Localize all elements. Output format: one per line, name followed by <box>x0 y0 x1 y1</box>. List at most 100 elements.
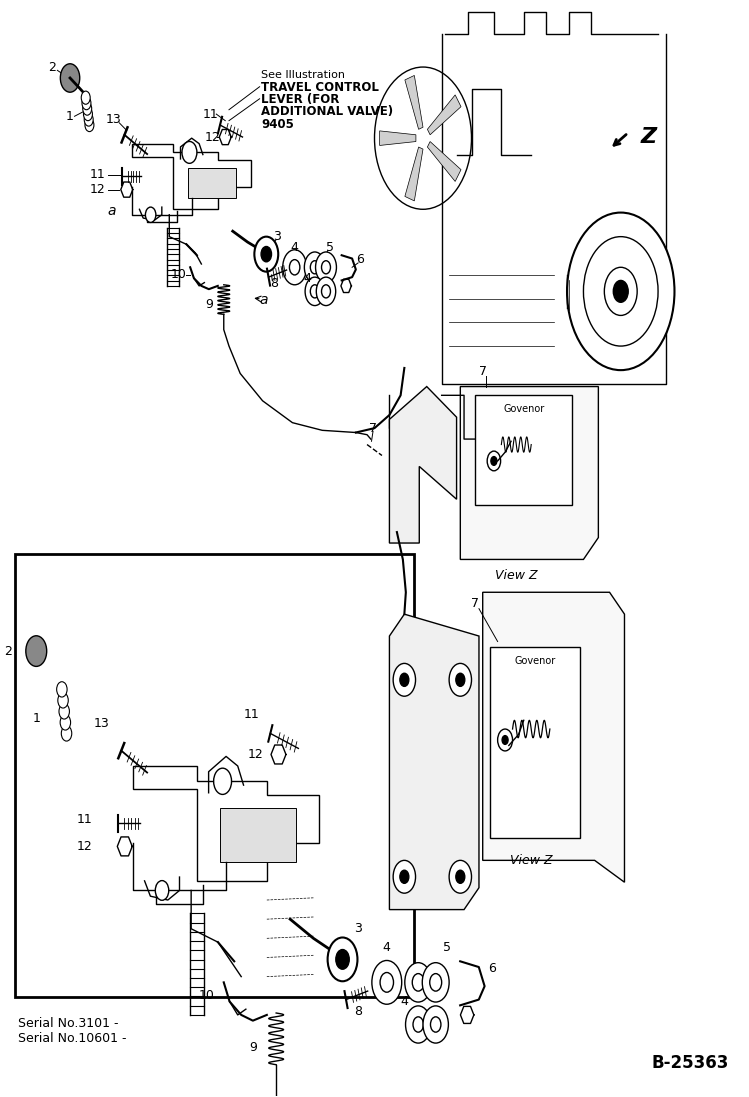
Circle shape <box>400 674 409 687</box>
Circle shape <box>59 704 70 719</box>
Text: 2: 2 <box>48 60 56 73</box>
Circle shape <box>60 715 70 731</box>
Circle shape <box>613 281 628 303</box>
Text: 11: 11 <box>244 708 260 721</box>
Circle shape <box>61 64 79 92</box>
Text: 6: 6 <box>488 962 496 975</box>
Text: 12: 12 <box>76 840 92 852</box>
Polygon shape <box>380 131 416 146</box>
Circle shape <box>449 664 472 697</box>
Text: 4: 4 <box>400 995 408 1008</box>
Text: 11: 11 <box>76 813 92 826</box>
Text: 9: 9 <box>205 298 213 310</box>
Circle shape <box>213 768 231 794</box>
Text: Serial No.3101 -: Serial No.3101 - <box>18 1017 118 1030</box>
Text: 12: 12 <box>247 748 263 761</box>
Polygon shape <box>389 614 479 909</box>
Text: Serial No.10601 -: Serial No.10601 - <box>18 1032 127 1045</box>
Bar <box>490 647 580 838</box>
Circle shape <box>567 213 675 370</box>
Circle shape <box>456 870 465 883</box>
Text: 9405: 9405 <box>261 117 294 131</box>
Text: a: a <box>260 293 268 307</box>
Circle shape <box>145 207 156 223</box>
Circle shape <box>83 108 92 121</box>
Text: 7: 7 <box>479 364 488 377</box>
Circle shape <box>316 278 336 306</box>
Circle shape <box>155 881 169 901</box>
Polygon shape <box>461 386 598 559</box>
Text: 1: 1 <box>32 712 40 725</box>
Text: 7: 7 <box>369 421 377 434</box>
Text: 6: 6 <box>356 253 363 267</box>
Polygon shape <box>132 144 252 210</box>
Circle shape <box>491 456 497 465</box>
Circle shape <box>304 252 325 283</box>
Circle shape <box>255 237 278 272</box>
Polygon shape <box>405 147 423 201</box>
Circle shape <box>310 285 319 298</box>
Circle shape <box>289 260 300 275</box>
Text: 13: 13 <box>106 113 121 126</box>
Bar <box>188 168 237 199</box>
Text: 12: 12 <box>204 131 220 144</box>
Polygon shape <box>389 386 457 543</box>
Circle shape <box>413 1017 423 1032</box>
Circle shape <box>82 102 91 115</box>
Text: 11: 11 <box>90 168 106 181</box>
Text: TRAVEL CONTROL: TRAVEL CONTROL <box>261 81 379 94</box>
Text: 4: 4 <box>303 272 312 285</box>
Text: a: a <box>108 204 116 218</box>
Circle shape <box>310 261 319 274</box>
Text: 10: 10 <box>198 989 214 1003</box>
Bar <box>220 808 296 862</box>
Text: 10: 10 <box>171 269 187 282</box>
Text: 13: 13 <box>94 717 109 731</box>
Text: 5: 5 <box>326 241 334 255</box>
Text: View Z: View Z <box>495 569 538 583</box>
Text: 3: 3 <box>273 230 282 244</box>
Circle shape <box>61 726 72 742</box>
Circle shape <box>81 91 90 104</box>
Text: 4: 4 <box>291 241 299 255</box>
Circle shape <box>449 860 472 893</box>
Circle shape <box>84 113 93 126</box>
Circle shape <box>82 97 91 110</box>
Text: See Illustration: See Illustration <box>261 70 345 80</box>
Circle shape <box>423 1006 449 1043</box>
Circle shape <box>412 974 424 991</box>
Text: 3: 3 <box>354 923 362 936</box>
Bar <box>475 395 572 505</box>
Circle shape <box>336 950 349 970</box>
Circle shape <box>305 278 324 306</box>
Circle shape <box>58 692 68 708</box>
Circle shape <box>502 736 508 745</box>
Circle shape <box>182 142 197 163</box>
Text: 8: 8 <box>354 1005 362 1018</box>
Circle shape <box>431 1017 441 1032</box>
Circle shape <box>422 963 449 1002</box>
Polygon shape <box>428 94 461 135</box>
Text: Z: Z <box>641 127 657 147</box>
Circle shape <box>315 252 336 283</box>
Circle shape <box>25 636 46 666</box>
Circle shape <box>374 67 472 210</box>
Circle shape <box>604 268 637 316</box>
Circle shape <box>404 963 431 1002</box>
Circle shape <box>282 250 306 285</box>
Text: Govenor: Govenor <box>503 404 545 414</box>
Circle shape <box>583 237 658 346</box>
Circle shape <box>456 674 465 687</box>
Circle shape <box>57 681 67 697</box>
Text: 12: 12 <box>90 183 106 196</box>
Text: 5: 5 <box>443 941 452 954</box>
Bar <box>15 554 414 997</box>
Circle shape <box>405 1006 431 1043</box>
Text: 11: 11 <box>202 108 218 121</box>
Circle shape <box>393 664 416 697</box>
Text: 1: 1 <box>66 110 74 123</box>
Text: 2: 2 <box>4 645 12 657</box>
Text: 7: 7 <box>471 597 479 610</box>
Circle shape <box>321 261 330 274</box>
Circle shape <box>393 860 416 893</box>
